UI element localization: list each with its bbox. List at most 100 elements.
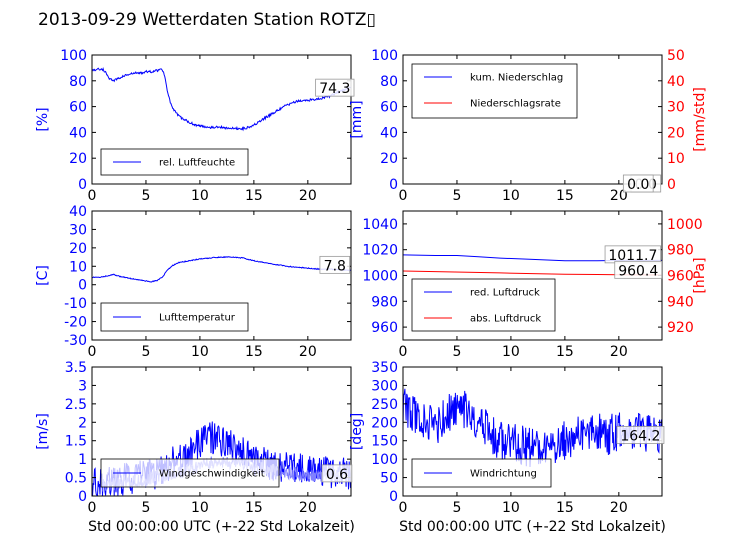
x-tick-label: 20 xyxy=(299,188,317,204)
y2-tick-label: 30 xyxy=(667,100,685,116)
legend-label: abs. Luftdruck xyxy=(470,314,541,325)
y2-tick-label: 940 xyxy=(667,294,694,310)
value-annotation: 74.3 xyxy=(319,81,350,97)
y-tick-label: 0 xyxy=(389,489,398,505)
x-tick-label: 0 xyxy=(88,188,97,204)
x-tick-label: 5 xyxy=(452,500,461,516)
y-tick-label: 1000 xyxy=(362,269,398,285)
y-tick-label: -30 xyxy=(64,333,87,349)
x-tick-label: 10 xyxy=(191,344,209,360)
y-tick-label: 980 xyxy=(371,294,398,310)
y-tick-label: 60 xyxy=(69,100,87,116)
y-tick-label: 40 xyxy=(69,204,87,220)
legend: rel. Luftfeuchte xyxy=(100,148,249,176)
legend-label: Windgeschwindigkeit xyxy=(159,469,265,480)
x-tick-label: 15 xyxy=(245,188,263,204)
y-tick-label: 350 xyxy=(371,360,398,376)
panel-temperature: 0 5 10 15 20 -30 -20 -10 0 10 20 30 40 [C] 7.8 Lufttemp… xyxy=(35,204,352,360)
y2-tick-label: 40 xyxy=(667,74,685,90)
value-annotation-box xyxy=(614,260,663,279)
x-tick-label: 20 xyxy=(299,344,317,360)
y-tick-label: 300 xyxy=(371,378,398,394)
axes-frame xyxy=(91,54,352,185)
x-tick-label: 0 xyxy=(88,500,97,516)
value-annotation-box xyxy=(616,426,665,444)
value-annotation-box xyxy=(321,464,353,483)
legend-label: rel. Luftfeuchte xyxy=(159,158,235,169)
legend-label: Windrichtung xyxy=(470,469,537,480)
x-tick-label: 0 xyxy=(399,500,408,516)
y-tick-label: 1020 xyxy=(362,243,398,259)
y2-tick-label: 920 xyxy=(667,320,694,336)
axes-frame xyxy=(91,366,352,497)
x-tick-label: 15 xyxy=(245,344,263,360)
y-axis-label: [m/s] xyxy=(35,413,51,450)
y2-tick-label: 10 xyxy=(667,151,685,167)
y-tick-label: 100 xyxy=(60,48,87,64)
value-annotation: 164.2 xyxy=(620,428,660,444)
y-tick-label: 40 xyxy=(69,125,87,141)
series-line-wind_direction-0 xyxy=(403,388,662,468)
value-annotation-box xyxy=(622,174,654,193)
y-tick-label: 20 xyxy=(69,241,87,257)
y-tick-label: -20 xyxy=(64,315,87,331)
series-line-humidity-0 xyxy=(92,66,351,132)
y-tick-label: 1040 xyxy=(362,217,398,233)
x-tick-label: 5 xyxy=(141,344,150,360)
legend-label: Lufttemperatur xyxy=(159,313,236,324)
y-tick-label: 1 xyxy=(78,452,87,468)
legend: kum. Niederschlag Niederschlagsrate xyxy=(411,63,578,119)
value-annotation: 0.0 xyxy=(627,177,649,193)
y-axis-label: [C] xyxy=(35,265,51,286)
axes-frame xyxy=(91,210,352,341)
x-axis-label: Std 00:00:00 UTC (+-22 Std Lokalzeit) xyxy=(399,519,666,535)
y-tick-label: 0 xyxy=(78,489,87,505)
y-tick-label: 80 xyxy=(380,74,398,90)
legend-box xyxy=(411,278,556,332)
x-tick-label: 20 xyxy=(299,500,317,516)
y-tick-label: 20 xyxy=(69,151,87,167)
legend-box xyxy=(411,63,578,119)
y-axis-label: [deg] xyxy=(349,413,365,450)
x-tick-label: 0 xyxy=(88,344,97,360)
legend-label: red. Luftdruck xyxy=(470,288,540,299)
legend: Windrichtung xyxy=(411,458,552,488)
x-tick-label: 20 xyxy=(610,500,628,516)
y-tick-label: 0 xyxy=(78,278,87,294)
x-tick-label: 5 xyxy=(452,188,461,204)
y-tick-label: 0.5 xyxy=(65,471,87,487)
y-tick-label: 60 xyxy=(380,100,398,116)
x-tick-label: 20 xyxy=(610,344,628,360)
y-tick-label: 80 xyxy=(69,74,87,90)
panel-humidity: 0 5 10 15 20 0 20 40 60 80 100 [%] 74.3 rel. Luftfeuc… xyxy=(35,48,355,204)
y-tick-label: 3.5 xyxy=(65,360,87,376)
y-tick-label: 20 xyxy=(380,151,398,167)
y-tick-label: 3 xyxy=(78,378,87,394)
y-axis-label: [%] xyxy=(35,107,51,131)
value-annotation: 1011.7 xyxy=(608,248,657,264)
y-tick-label: 250 xyxy=(371,397,398,413)
legend: Lufttemperatur xyxy=(100,302,249,332)
y2-tick-label: 1000 xyxy=(667,217,703,233)
y2-axis-label: [mm/std] xyxy=(692,87,708,152)
y-tick-label: -10 xyxy=(64,296,87,312)
x-tick-label: 10 xyxy=(502,344,520,360)
y-tick-label: 2.5 xyxy=(65,397,87,413)
y2-tick-label: 980 xyxy=(667,243,694,259)
value-annotation: 7.8 xyxy=(324,258,346,274)
y-tick-label: 100 xyxy=(371,452,398,468)
panel-pressure: 0 5 10 15 20 960 980 1000 1020 1040 920 940 960 980 10… xyxy=(362,210,708,360)
y2-tick-label: 960 xyxy=(667,269,694,285)
page-title: 2013-09-29 Wetterdaten Station ROTZ▯ xyxy=(38,10,376,30)
series-line-temperature-0 xyxy=(92,255,351,283)
x-tick-label: 15 xyxy=(556,344,574,360)
x-tick-label: 10 xyxy=(191,188,209,204)
value-annotation: 0.6 xyxy=(326,467,348,483)
y2-tick-label: 20 xyxy=(667,125,685,141)
value-annotation-box xyxy=(315,78,355,97)
x-tick-label: 10 xyxy=(502,188,520,204)
y-tick-label: 40 xyxy=(380,125,398,141)
y-tick-label: 960 xyxy=(371,320,398,336)
